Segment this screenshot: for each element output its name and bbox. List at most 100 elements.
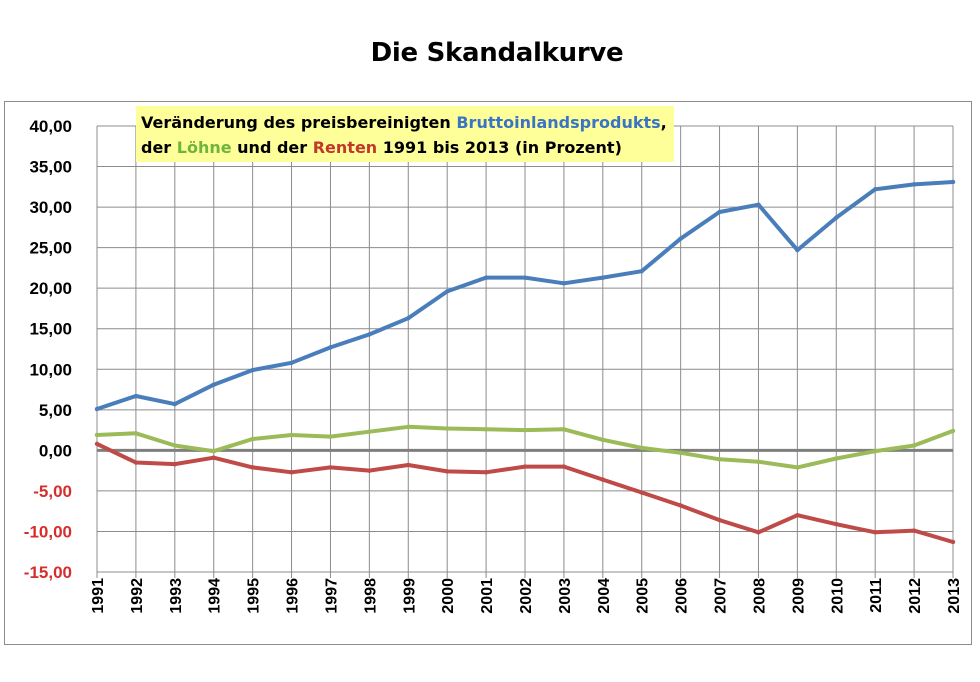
data-point bbox=[483, 470, 489, 475]
x-tick-label: 1997 bbox=[323, 578, 340, 614]
data-point bbox=[561, 427, 567, 432]
data-point bbox=[94, 441, 100, 447]
x-tick-label: 2013 bbox=[946, 578, 963, 614]
x-tick-label: 1995 bbox=[246, 578, 263, 614]
data-point bbox=[250, 436, 255, 442]
data-point bbox=[678, 503, 683, 508]
annotation-pensions-label: Renten bbox=[312, 138, 378, 157]
data-point bbox=[522, 464, 528, 469]
data-point bbox=[717, 209, 722, 215]
data-point bbox=[911, 443, 917, 448]
series-lines bbox=[94, 179, 956, 545]
data-point bbox=[250, 465, 255, 470]
y-tick-label: 20,00 bbox=[29, 279, 72, 298]
data-point bbox=[756, 459, 761, 464]
data-point bbox=[911, 528, 917, 533]
data-point bbox=[406, 462, 411, 468]
data-point bbox=[289, 432, 294, 438]
y-tick-label: 10,00 bbox=[29, 360, 72, 379]
data-point bbox=[367, 468, 372, 473]
plot-area-frame bbox=[4, 101, 972, 645]
data-point bbox=[950, 428, 956, 434]
chart-title: Die Skandalkurve bbox=[370, 38, 624, 68]
x-tick-label: 1999 bbox=[401, 578, 418, 614]
data-point bbox=[444, 469, 450, 474]
data-point bbox=[172, 461, 178, 467]
data-point bbox=[211, 448, 216, 454]
data-point bbox=[133, 460, 139, 465]
data-point bbox=[795, 513, 800, 518]
data-point bbox=[94, 432, 100, 438]
data-point bbox=[211, 382, 216, 387]
data-point bbox=[328, 434, 333, 439]
annotation-text: , bbox=[660, 113, 667, 132]
annotation-text: und der bbox=[231, 138, 313, 157]
data-point bbox=[328, 465, 333, 470]
data-point bbox=[444, 426, 450, 431]
data-point bbox=[717, 457, 722, 462]
data-point bbox=[483, 427, 489, 432]
data-point bbox=[600, 275, 606, 280]
x-tick-label: 2002 bbox=[518, 578, 535, 614]
annotation-text: Veränderung des preisbereinigten bbox=[141, 113, 457, 132]
data-point bbox=[756, 530, 761, 535]
y-tick-label: -5,00 bbox=[33, 482, 72, 501]
data-point bbox=[678, 236, 683, 241]
data-point bbox=[639, 445, 644, 451]
x-tick-label: 2001 bbox=[479, 578, 496, 614]
axes bbox=[96, 126, 954, 578]
data-point bbox=[328, 345, 333, 350]
data-point bbox=[522, 427, 528, 433]
x-tick-label: 1993 bbox=[168, 578, 185, 614]
data-point bbox=[834, 456, 839, 461]
data-point bbox=[94, 406, 100, 412]
data-point bbox=[950, 179, 956, 185]
x-tick-label: 2005 bbox=[635, 578, 652, 614]
y-tick-label: 0,00 bbox=[39, 441, 72, 460]
x-tick-label: 2009 bbox=[790, 578, 807, 614]
x-tick-label: 2008 bbox=[751, 578, 768, 614]
data-point bbox=[289, 470, 294, 475]
data-point bbox=[795, 247, 800, 253]
data-point bbox=[872, 187, 878, 192]
data-point bbox=[834, 521, 839, 527]
x-tick-label: 1992 bbox=[129, 578, 146, 614]
data-point bbox=[250, 367, 255, 373]
data-point bbox=[872, 530, 878, 535]
data-point bbox=[483, 275, 489, 280]
data-point bbox=[639, 490, 644, 495]
data-point bbox=[367, 429, 372, 434]
x-tick-label: 1994 bbox=[207, 578, 224, 614]
y-tick-label: -15,00 bbox=[24, 563, 72, 582]
x-tick-label: 2000 bbox=[440, 578, 457, 614]
y-tick-label: 30,00 bbox=[29, 198, 72, 217]
annotation-box: Veränderung des preisbereinigten Bruttoi… bbox=[136, 106, 674, 162]
x-tick-labels: 1991 1992 1993 1994 1995 1996 1997 1998 1999 2000… bbox=[90, 578, 963, 614]
annotation-line-1: Veränderung des preisbereinigten Bruttoi… bbox=[141, 110, 674, 135]
annotation-line-2: der Löhne und der Renten 1991 bis 2013 (… bbox=[141, 135, 674, 160]
data-point bbox=[133, 431, 139, 436]
y-tick-label: 35,00 bbox=[29, 158, 72, 177]
data-point bbox=[522, 275, 528, 280]
data-point bbox=[211, 455, 216, 460]
y-tick-label: 25,00 bbox=[29, 239, 72, 258]
data-point bbox=[834, 215, 839, 220]
x-tick-label: 1996 bbox=[285, 578, 302, 614]
x-tick-label: 1991 bbox=[90, 578, 107, 614]
y-tick-label: 40,00 bbox=[29, 117, 72, 136]
data-point bbox=[367, 332, 372, 337]
data-point bbox=[289, 360, 294, 365]
data-point bbox=[172, 443, 178, 448]
data-point bbox=[911, 182, 917, 187]
annotation-gdp-label: Bruttoinlandsprodukts bbox=[456, 113, 661, 132]
data-point bbox=[717, 517, 722, 523]
data-point bbox=[172, 401, 178, 407]
y-tick-label: 15,00 bbox=[29, 320, 72, 339]
data-point bbox=[133, 393, 139, 399]
data-point bbox=[756, 202, 761, 207]
x-tick-label: 2006 bbox=[674, 578, 691, 614]
data-point bbox=[406, 424, 411, 430]
data-point bbox=[444, 289, 450, 294]
data-point bbox=[600, 477, 606, 482]
